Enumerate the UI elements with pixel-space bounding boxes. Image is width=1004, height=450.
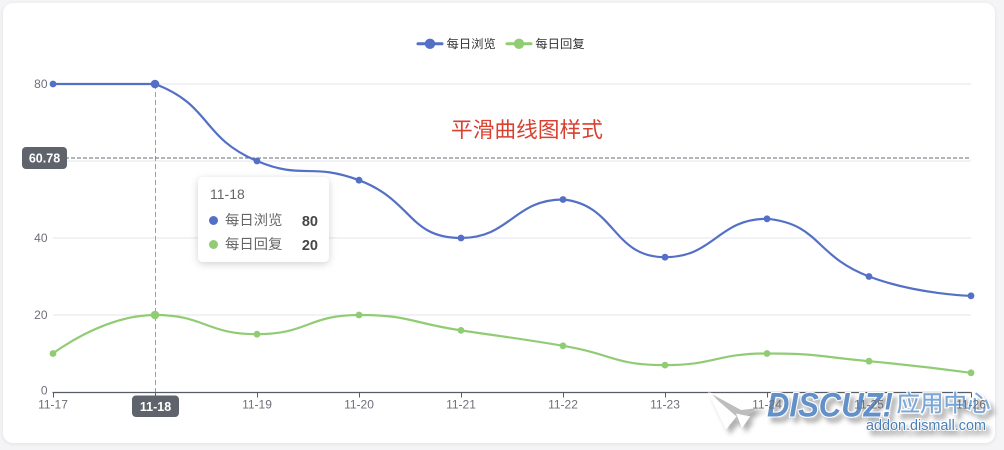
svg-text:11-19: 11-19 bbox=[242, 398, 272, 412]
svg-text:40: 40 bbox=[34, 231, 48, 245]
svg-text:80: 80 bbox=[302, 214, 318, 230]
svg-text:11-21: 11-21 bbox=[446, 398, 476, 412]
svg-text:11-22: 11-22 bbox=[548, 398, 578, 412]
svg-text:11-23: 11-23 bbox=[650, 398, 680, 412]
svg-text:20: 20 bbox=[302, 238, 318, 254]
svg-text:11-17: 11-17 bbox=[38, 398, 68, 412]
svg-text:0: 0 bbox=[41, 383, 48, 397]
svg-text:11-26: 11-26 bbox=[956, 398, 986, 412]
svg-text:11-24: 11-24 bbox=[752, 398, 782, 412]
svg-text:11-20: 11-20 bbox=[344, 398, 374, 412]
svg-text:11-18: 11-18 bbox=[140, 400, 171, 414]
svg-text:addon.dismall.com: addon.dismall.com bbox=[866, 418, 986, 434]
svg-text:DISCUZ!: DISCUZ! bbox=[767, 387, 893, 425]
svg-text:20: 20 bbox=[34, 308, 48, 322]
svg-text:60.78: 60.78 bbox=[29, 152, 60, 166]
svg-text:80: 80 bbox=[34, 77, 48, 91]
svg-text:11-18: 11-18 bbox=[210, 186, 245, 202]
svg-text:11-25: 11-25 bbox=[854, 398, 884, 412]
